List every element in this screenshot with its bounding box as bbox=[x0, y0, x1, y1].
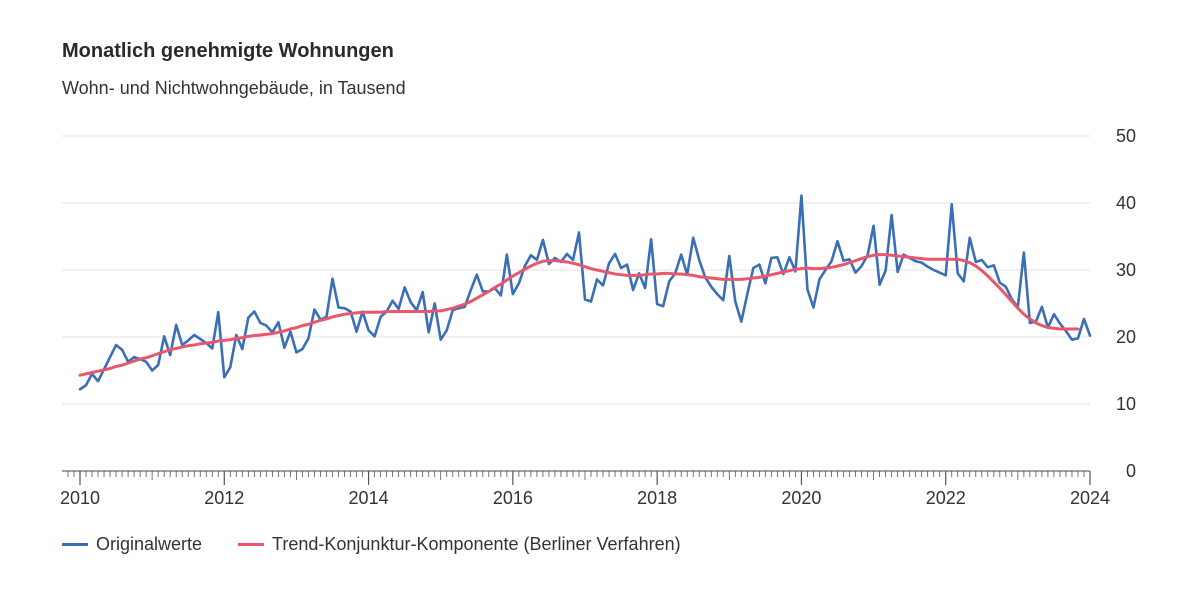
legend-label-trend: Trend-Konjunktur-Komponente (Berliner Ve… bbox=[272, 534, 681, 554]
y-tick-label: 50 bbox=[1116, 126, 1136, 146]
legend-swatch-originalwerte bbox=[62, 543, 88, 546]
y-tick-label: 10 bbox=[1116, 394, 1136, 414]
chart-subtitle: Wohn- und Nichtwohngebäude, in Tausend bbox=[62, 78, 406, 98]
x-tick-label: 2016 bbox=[493, 488, 533, 508]
x-tick-label: 2012 bbox=[204, 488, 244, 508]
x-tick-label: 2018 bbox=[637, 488, 677, 508]
x-tick-label: 2024 bbox=[1070, 488, 1110, 508]
y-tick-label: 0 bbox=[1126, 461, 1136, 481]
legend-swatch-trend bbox=[238, 543, 265, 546]
x-tick-label: 2020 bbox=[781, 488, 821, 508]
x-tick-label: 2010 bbox=[60, 488, 100, 508]
legend-item-trend: Trend-Konjunktur-Komponente (Berliner Ve… bbox=[238, 534, 681, 555]
legend-label-originalwerte: Originalwerte bbox=[96, 534, 203, 554]
series-line-trend bbox=[78, 253, 1080, 377]
x-tick-label: 2022 bbox=[926, 488, 966, 508]
series-line-originalwerte bbox=[78, 194, 1092, 391]
legend-item-originalwerte: Originalwerte bbox=[62, 534, 202, 555]
chart-title: Monatlich genehmigte Wohnungen bbox=[62, 40, 394, 62]
y-tick-label: 30 bbox=[1116, 260, 1136, 280]
y-tick-label: 20 bbox=[1116, 327, 1136, 347]
y-tick-label: 40 bbox=[1116, 193, 1136, 213]
x-tick-label: 2014 bbox=[349, 488, 389, 508]
legend: Originalwerte Trend-Konjunktur-Komponent… bbox=[62, 534, 717, 555]
